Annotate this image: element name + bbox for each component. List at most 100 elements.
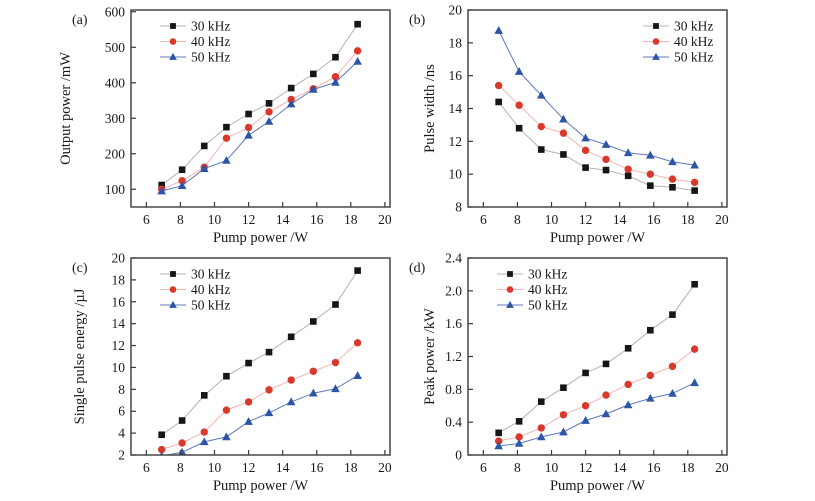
axis-ticks: 6 8 10 12 14 16 18 20 8 10 12 14 16 18 20 xyxy=(449,3,729,228)
legend-label: 30 kHz xyxy=(191,267,230,282)
axis-ticks: 6 8 10 12 14 16 18 20 100 200 300 400 500 600 xyxy=(105,4,392,227)
subplot-d-peak-power: 6 8 10 12 14 16 18 20 0 0.4 0.8 1.2 1.6 2.0 2.4 Pump po… xyxy=(409,251,729,495)
y-tick-label: 20 xyxy=(449,3,463,18)
axis-ticks: 6 8 10 12 14 16 18 20 0 0.4 0.8 1.2 1.6 2.0 2.4 xyxy=(445,251,729,476)
y-tick-label: 14 xyxy=(449,101,463,116)
plot-series-area xyxy=(157,267,362,455)
panel-label: (a) xyxy=(72,13,88,28)
y-tick-label: 0.8 xyxy=(445,382,462,397)
y-tick-label: 100 xyxy=(105,182,126,197)
x-tick-label: 12 xyxy=(242,212,256,227)
y-tick-label: 16 xyxy=(112,294,126,309)
series-50-kHz xyxy=(157,56,362,195)
x-axis-label: Pump power /W xyxy=(550,230,645,246)
series-50-kHz xyxy=(494,26,699,169)
x-tick-label: 10 xyxy=(545,460,559,475)
x-tick-label: 8 xyxy=(177,212,184,227)
y-axis-label: Single pulse energy /µJ xyxy=(72,288,88,424)
x-tick-label: 12 xyxy=(242,460,256,475)
x-tick-label: 12 xyxy=(579,460,593,475)
subplot-a-output-power: 6 8 10 12 14 16 18 20 100 200 300 400 500 600 Pump pow… xyxy=(58,4,392,246)
x-tick-label: 20 xyxy=(715,212,729,227)
axis-ticks: 6 8 10 12 14 16 18 20 2 4 6 8 10 12 14 16 18 20 xyxy=(112,251,392,476)
y-tick-label: 600 xyxy=(105,4,126,19)
y-axis-label: Output power /mW xyxy=(58,52,74,165)
y-tick-label: 2.4 xyxy=(445,251,462,266)
legend-label: 30 kHz xyxy=(528,267,567,282)
series-40-kHz xyxy=(494,345,699,445)
x-tick-label: 18 xyxy=(681,212,695,227)
series-50-kHz xyxy=(494,378,699,450)
x-tick-label: 6 xyxy=(143,212,150,227)
x-tick-label: 20 xyxy=(378,460,392,475)
y-tick-label: 12 xyxy=(112,338,126,353)
legend-label: 40 kHz xyxy=(191,282,230,297)
legend-label: 40 kHz xyxy=(528,282,567,297)
plot-series-area xyxy=(494,26,699,194)
series-50-kHz xyxy=(159,371,362,455)
y-tick-label: 6 xyxy=(118,404,125,419)
x-axis-label: Pump power /W xyxy=(213,230,308,246)
x-tick-label: 10 xyxy=(545,212,559,227)
x-axis-label: Pump power /W xyxy=(213,478,308,494)
y-tick-label: 2 xyxy=(118,448,125,463)
panel-label: (b) xyxy=(409,13,426,28)
x-tick-label: 14 xyxy=(613,460,627,475)
y-tick-label: 20 xyxy=(112,251,126,266)
panel-label: (d) xyxy=(409,261,426,276)
y-axis-label: Peak power /kW xyxy=(422,308,438,405)
series-30-kHz xyxy=(158,267,361,439)
y-tick-label: 18 xyxy=(449,35,463,50)
plot-series-area xyxy=(494,280,699,450)
x-tick-label: 12 xyxy=(579,212,593,227)
y-tick-label: 10 xyxy=(449,167,463,182)
y-tick-label: 1.2 xyxy=(445,349,462,364)
y-tick-label: 0 xyxy=(455,448,462,463)
x-tick-label: 14 xyxy=(276,212,290,227)
legend-label: 50 kHz xyxy=(528,298,567,313)
series-40-kHz xyxy=(157,339,362,454)
y-tick-label: 8 xyxy=(118,382,125,397)
plot-frame xyxy=(467,257,728,456)
subplot-c-single-pulse-energy: 6 8 10 12 14 16 18 20 2 4 6 8 10 12 14 16 18 20 Pump power… xyxy=(72,251,392,495)
y-tick-label: 200 xyxy=(105,146,126,161)
y-tick-label: 2.0 xyxy=(445,283,462,298)
x-tick-label: 8 xyxy=(514,460,521,475)
y-tick-label: 500 xyxy=(105,40,126,55)
x-tick-label: 14 xyxy=(613,212,627,227)
plot-frame xyxy=(130,257,391,456)
y-tick-label: 300 xyxy=(105,111,126,126)
y-tick-label: 400 xyxy=(105,75,126,90)
series-40-kHz xyxy=(494,81,699,187)
legend-label: 50 kHz xyxy=(191,50,230,65)
y-tick-label: 0.4 xyxy=(445,415,462,430)
x-tick-label: 20 xyxy=(378,212,392,227)
legend-label: 40 kHz xyxy=(674,34,713,49)
y-tick-label: 8 xyxy=(455,200,462,215)
legend-label: 50 kHz xyxy=(674,50,713,65)
legend-label: 40 kHz xyxy=(191,34,230,49)
x-tick-label: 8 xyxy=(177,460,184,475)
series-30-kHz xyxy=(158,20,361,189)
x-tick-label: 18 xyxy=(681,460,695,475)
y-tick-label: 1.6 xyxy=(445,316,462,331)
plot-frame xyxy=(130,9,391,208)
y-tick-label: 16 xyxy=(449,68,463,83)
x-tick-label: 14 xyxy=(276,460,290,475)
y-tick-label: 4 xyxy=(118,426,125,441)
y-axis-label: Pulse width /ns xyxy=(422,64,438,153)
x-tick-label: 6 xyxy=(143,460,150,475)
x-tick-label: 10 xyxy=(208,460,222,475)
y-tick-label: 10 xyxy=(112,360,126,375)
x-tick-label: 6 xyxy=(480,460,487,475)
y-tick-label: 12 xyxy=(449,134,463,149)
y-tick-label: 18 xyxy=(112,272,126,287)
plot-series-area xyxy=(157,20,362,195)
x-tick-label: 16 xyxy=(647,212,661,227)
x-tick-label: 16 xyxy=(310,460,324,475)
x-tick-label: 18 xyxy=(344,460,358,475)
